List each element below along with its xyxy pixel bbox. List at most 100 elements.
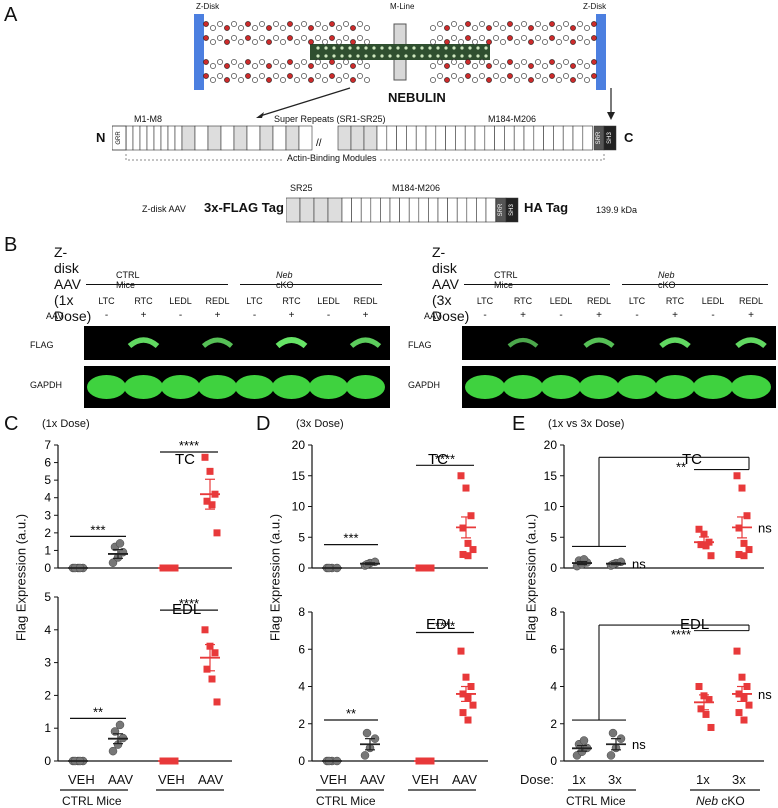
y-tick-label: 6 (550, 642, 557, 656)
data-point (208, 675, 216, 683)
actin-bead (465, 59, 471, 65)
gapdh-band (161, 375, 200, 399)
actin-bead (217, 59, 223, 65)
blot-group1-0: CTRL Mice (116, 270, 140, 290)
actin-bead (458, 77, 464, 83)
thick-dot (452, 54, 456, 58)
data-point (464, 539, 472, 547)
actin-bead (549, 59, 555, 65)
data-point (462, 673, 470, 681)
actin-bead (542, 63, 548, 69)
data-point (206, 467, 214, 475)
e-x-3x-a: 3x (608, 772, 622, 787)
actin-bead (350, 39, 356, 45)
gapdh-band (731, 375, 771, 399)
y-tick-label: 2 (44, 688, 51, 702)
lane-label: LTC (628, 296, 646, 306)
actin-bead (364, 63, 370, 69)
thick-dot (316, 46, 320, 50)
data-point (467, 512, 475, 520)
y-tick-label: 4 (44, 491, 51, 505)
thick-dot (420, 54, 424, 58)
thick-dot (356, 46, 360, 50)
actin-bead (500, 39, 506, 45)
data-point (733, 647, 741, 655)
bracket-label: **** (671, 627, 691, 642)
actin-bead (430, 39, 436, 45)
actin-bead (266, 39, 272, 45)
actin-bead (350, 77, 356, 83)
thick-dot (348, 54, 352, 58)
actin-bead (315, 73, 321, 79)
flag-band (583, 337, 615, 348)
thick-dot (436, 46, 440, 50)
aav-row-label: AAV (424, 311, 442, 321)
aav-sign: + (520, 310, 526, 321)
actin-bead (294, 25, 300, 31)
actin-bead (437, 21, 443, 27)
blot-group1-1: CTRL Mice (494, 270, 518, 290)
aav-sign: + (362, 310, 369, 321)
data-point (740, 694, 748, 702)
actin-bead (336, 39, 342, 45)
n-terminus-label: N (96, 130, 106, 145)
gapdh-row-label: GAPDH (408, 380, 441, 390)
y-tick-label: 1 (44, 543, 51, 557)
data-point (735, 709, 743, 717)
actin-bead (577, 35, 583, 41)
actin-bead (280, 25, 286, 31)
thick-dot (444, 54, 448, 58)
actin-bead (437, 73, 443, 79)
actin-bead (357, 21, 363, 27)
actin-bead (364, 25, 370, 31)
construct-srr-label: SRR (498, 203, 504, 216)
data-point (740, 716, 748, 724)
actin-bead (493, 59, 499, 65)
y-tick-label: 0 (550, 561, 557, 575)
y-tick-label: 2 (44, 526, 51, 540)
actin-bead (224, 39, 230, 45)
y-tick-label: 4 (298, 680, 305, 694)
actin-bead (308, 39, 314, 45)
flag-band (735, 337, 767, 349)
actin-bead (259, 21, 265, 27)
data-point (213, 529, 221, 537)
data-point (201, 453, 209, 461)
actin-bead (252, 25, 258, 31)
gapdh-band (541, 375, 581, 399)
actin-bead (444, 63, 450, 69)
d-x-veh-1: VEH (320, 772, 347, 787)
data-point (457, 472, 465, 480)
actin-bead (521, 59, 527, 65)
actin-bead (570, 39, 576, 45)
data-point (702, 710, 710, 718)
chart-title: TC (682, 451, 702, 468)
panel-c-letter: C (4, 413, 19, 435)
sig-label: **** (179, 596, 199, 611)
actin-bead (584, 25, 590, 31)
actin-bead (577, 59, 583, 65)
thick-dot (364, 54, 368, 58)
lane-label: LEDL (169, 296, 192, 306)
actin-bead (336, 25, 342, 31)
actin-bead (528, 63, 534, 69)
e-x-1x-b: 1x (696, 772, 710, 787)
data-point (469, 701, 477, 709)
flag-band (659, 337, 691, 349)
thick-dot (372, 54, 376, 58)
lane-label: LTC (98, 296, 115, 306)
d-x-aav-2: AAV (452, 772, 478, 787)
data-point (745, 701, 753, 709)
thick-dot (452, 46, 456, 50)
data-point (745, 546, 753, 554)
flag-band (507, 337, 539, 348)
construct-m-label: M184-M206 (392, 183, 441, 193)
data-point (464, 694, 472, 702)
y-tick-label: 5 (298, 530, 305, 544)
y-tick-label: 5 (550, 530, 557, 544)
c-x-aav-2: AAV (198, 772, 224, 787)
c-terminus-label: C (624, 130, 634, 145)
actin-bead (458, 39, 464, 45)
actin-bead (563, 73, 569, 79)
e-x-1x-a: 1x (572, 772, 586, 787)
